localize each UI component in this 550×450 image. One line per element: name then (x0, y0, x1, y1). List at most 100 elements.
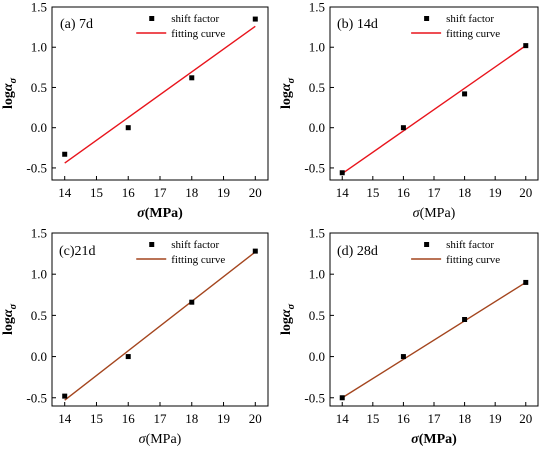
x-tick-label: 19 (217, 185, 230, 200)
x-tick-label: 17 (154, 411, 168, 426)
x-tick-label: 15 (366, 185, 379, 200)
shift-factor-point (62, 393, 68, 399)
y-tick-label: 1.0 (31, 40, 47, 55)
shift-factor-point (252, 248, 258, 254)
chart-panel-2: 14 15 16 17 18 19 20 -0.5 0.0 0.5 1.0 1.5 (b) 14d shi… (279, 0, 539, 221)
x-tick-label: 20 (519, 185, 532, 200)
legend-marker-shift-factor (149, 242, 155, 247)
y-tick-label: -0.5 (26, 390, 47, 405)
x-tick-label: 15 (90, 185, 103, 200)
shift-factor-point (400, 354, 406, 360)
fitting-curve-line (341, 45, 527, 175)
shift-factor-point (400, 125, 406, 131)
x-tick-label: 18 (458, 185, 471, 200)
y-tick-label: 1.0 (309, 267, 325, 282)
x-tick-label: 14 (58, 411, 72, 426)
x-tick-label: 16 (122, 185, 136, 200)
legend-marker-shift-factor (424, 16, 430, 21)
y-tick-label: 0.5 (31, 80, 47, 95)
x-axis-title: σ(MPa) (413, 206, 456, 221)
chart-panel-4: 14 15 16 17 18 19 20 -0.5 0.0 0.5 1.0 1.5 (d) 28d shi… (279, 226, 539, 447)
y-tick-label: 0.0 (309, 349, 325, 364)
chart-panel-3: 14 15 16 17 18 19 20 -0.5 0.0 0.5 1.0 1.5 (c)21d shif… (1, 226, 269, 447)
shift-factor-point (339, 170, 345, 176)
legend-marker-shift-factor (424, 242, 430, 247)
y-axis-title: logασ (279, 77, 297, 109)
y-axis-title: logασ (1, 77, 19, 109)
shift-factor-point (523, 43, 529, 49)
legend-label-shift-factor: shift factor (446, 13, 494, 25)
y-tick-label: 1.0 (31, 267, 47, 282)
x-tick-label: 18 (185, 411, 198, 426)
legend-label-shift-factor: shift factor (171, 239, 219, 251)
panel-label: (d) 28d (337, 244, 378, 259)
legend: shift factor fitting curve (136, 239, 225, 266)
x-tick-label: 20 (249, 185, 262, 200)
x-tick-label: 15 (90, 411, 103, 426)
x-tick-label: 20 (519, 411, 532, 426)
x-tick-label: 19 (489, 185, 502, 200)
legend-label-fitting-curve: fitting curve (446, 254, 500, 266)
legend-label-shift-factor: shift factor (446, 239, 494, 251)
legend-label-fitting-curve: fitting curve (171, 28, 225, 40)
legend: shift factor fitting curve (411, 13, 500, 40)
y-tick-label: 0.5 (309, 80, 325, 95)
x-tick-label: 16 (397, 185, 411, 200)
panel-label: (a) 7d (60, 17, 93, 32)
x-tick-label: 19 (489, 411, 502, 426)
legend-label-shift-factor: shift factor (171, 13, 219, 25)
y-tick-label: 0.5 (309, 308, 325, 323)
x-tick-label: 14 (58, 185, 72, 200)
y-tick-label: 0.0 (31, 120, 47, 135)
y-tick-label: 1.0 (309, 40, 325, 55)
x-tick-label: 15 (366, 411, 379, 426)
x-axis-title: σ(MPa) (411, 432, 457, 447)
fitting-curve-line (64, 251, 256, 401)
shift-factor-point (125, 354, 131, 360)
x-tick-label: 19 (217, 411, 230, 426)
legend: shift factor fitting curve (136, 13, 225, 40)
y-tick-label: -0.5 (26, 160, 47, 175)
fitting-curve-line (341, 281, 527, 399)
y-tick-label: 1.5 (31, 0, 47, 15)
y-tick-label: 0.0 (31, 349, 47, 364)
x-tick-label: 17 (428, 411, 442, 426)
panel-label: (b) 14d (337, 17, 378, 32)
y-tick-label: -0.5 (304, 160, 325, 175)
fitting-curve-line (64, 25, 256, 164)
x-tick-label: 16 (122, 411, 136, 426)
shift-factor-point (252, 16, 258, 22)
shift-factor-point (189, 299, 195, 305)
legend-label-fitting-curve: fitting curve (171, 254, 225, 266)
y-tick-label: 1.5 (31, 226, 47, 241)
shift-factor-point (125, 125, 131, 131)
chart-panel-1: 14 15 16 17 18 19 20 -0.5 0.0 0.5 1.0 1.5 (a) 7d shif… (1, 0, 269, 221)
shift-factor-point (523, 279, 529, 285)
x-tick-label: 18 (458, 411, 471, 426)
x-tick-label: 16 (397, 411, 411, 426)
y-tick-label: 0.0 (309, 120, 325, 135)
legend-label-fitting-curve: fitting curve (446, 28, 500, 40)
x-tick-label: 17 (154, 185, 168, 200)
y-axis-title: logασ (279, 303, 297, 335)
x-tick-label: 14 (336, 185, 350, 200)
shift-factor-point (462, 317, 468, 322)
shift-factor-point (62, 151, 68, 157)
shift-factor-point (339, 395, 345, 401)
shift-factor-point (189, 75, 195, 81)
y-axis-title: logασ (1, 303, 19, 335)
x-axis-title: σ(MPa) (139, 432, 182, 447)
y-tick-label: 1.5 (309, 0, 325, 15)
panel-label: (c)21d (59, 244, 96, 259)
legend-marker-shift-factor (149, 16, 155, 21)
x-tick-label: 20 (249, 411, 262, 426)
shift-factor-point (462, 91, 468, 97)
y-tick-label: 1.5 (309, 226, 325, 241)
y-tick-label: -0.5 (304, 390, 325, 405)
y-tick-label: 0.5 (31, 308, 47, 323)
legend: shift factor fitting curve (411, 239, 500, 266)
x-tick-label: 17 (428, 185, 442, 200)
x-axis-title: σ(MPa) (137, 206, 183, 221)
x-tick-label: 18 (185, 185, 198, 200)
